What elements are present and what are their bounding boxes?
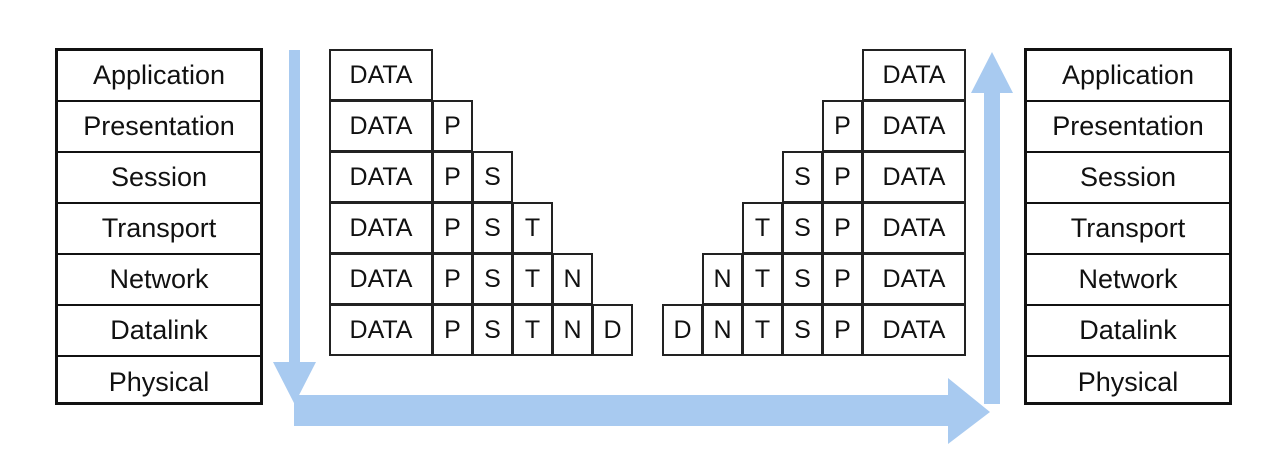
down-arrow xyxy=(273,50,316,404)
data-cell: DATA xyxy=(862,151,966,203)
data-cell: DATA xyxy=(329,49,433,101)
layer-label: Transport xyxy=(58,204,260,255)
header-cell: T xyxy=(742,304,783,356)
header-cell: P xyxy=(822,253,863,305)
header-cell: P xyxy=(432,253,473,305)
header-cell: P xyxy=(432,100,473,152)
layer-label: Physical xyxy=(1077,367,1179,397)
header-cell: S xyxy=(782,304,823,356)
layer-label: Presentation xyxy=(1027,102,1229,153)
data-cell: DATA xyxy=(862,100,966,152)
data-cell: DATA xyxy=(329,253,433,305)
data-cell: DATA xyxy=(862,253,966,305)
data-cell: DATA xyxy=(862,49,966,101)
data-cell: DATA xyxy=(329,202,433,254)
data-cell: DATA xyxy=(862,304,966,356)
layer-label: Datalink xyxy=(1027,306,1229,357)
header-cell: N xyxy=(702,253,743,305)
header-cell: T xyxy=(742,202,783,254)
header-cell: P xyxy=(822,100,863,152)
header-cell: S xyxy=(782,202,823,254)
layer-label: Application xyxy=(58,51,260,102)
header-cell: S xyxy=(472,304,513,356)
header-cell: T xyxy=(742,253,783,305)
layer-label: Network xyxy=(58,255,260,306)
sender-osi-stack: Application Presentation Session Transport N… xyxy=(55,48,263,405)
header-cell: N xyxy=(702,304,743,356)
up-arrow xyxy=(971,52,1013,404)
header-cell: S xyxy=(782,151,823,203)
header-cell: N xyxy=(552,304,593,356)
layer-label: Transport xyxy=(1027,204,1229,255)
data-cell: DATA xyxy=(329,100,433,152)
header-cell: N xyxy=(552,253,593,305)
bottom-arrow xyxy=(294,378,990,444)
header-cell: S xyxy=(472,151,513,203)
header-cell: P xyxy=(822,151,863,203)
header-cell: P xyxy=(432,202,473,254)
header-cell: D xyxy=(592,304,633,356)
header-cell: P xyxy=(432,304,473,356)
header-cell: T xyxy=(512,253,553,305)
header-cell: T xyxy=(512,202,553,254)
header-cell: P xyxy=(432,151,473,203)
header-cell: D xyxy=(662,304,703,356)
layer-label: Session xyxy=(58,153,260,204)
data-cell: DATA xyxy=(329,304,433,356)
layer-label: Network xyxy=(1027,255,1229,306)
layer-label: Physical xyxy=(108,367,210,397)
layer-label: Presentation xyxy=(58,102,260,153)
layer-label: Datalink xyxy=(58,306,260,357)
header-cell: P xyxy=(822,304,863,356)
receiver-osi-stack: Application Presentation Session Transport N… xyxy=(1024,48,1232,405)
header-cell: S xyxy=(472,202,513,254)
data-cell: DATA xyxy=(329,151,433,203)
layer-label: Application xyxy=(1027,51,1229,102)
layer-label: Session xyxy=(1027,153,1229,204)
data-cell: DATA xyxy=(862,202,966,254)
header-cell: S xyxy=(472,253,513,305)
header-cell: P xyxy=(822,202,863,254)
header-cell: S xyxy=(782,253,823,305)
header-cell: T xyxy=(512,304,553,356)
